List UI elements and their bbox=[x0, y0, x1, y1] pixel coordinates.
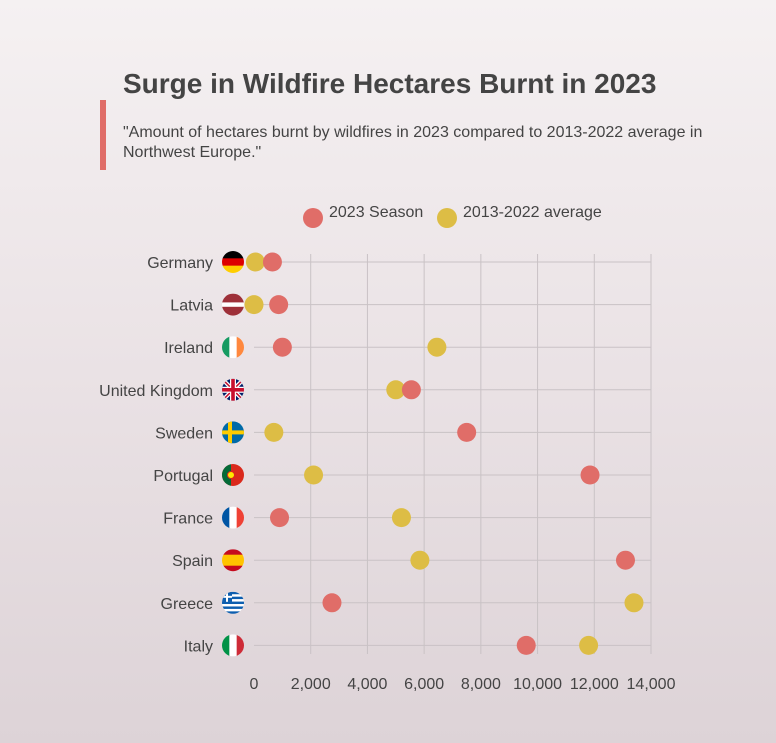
x-tick-label: 12,000 bbox=[570, 676, 619, 693]
x-tick-label: 14,000 bbox=[627, 676, 676, 693]
x-tick-label: 8,000 bbox=[461, 676, 501, 693]
point-average bbox=[391, 508, 411, 528]
germany-flag-icon bbox=[222, 251, 244, 273]
point-2023-season bbox=[269, 295, 289, 315]
country-label: Ireland bbox=[164, 340, 213, 357]
italy-flag-icon bbox=[222, 634, 244, 657]
subtitle-accent-bar bbox=[100, 100, 106, 170]
x-axis: 0 2,000 4,000 6,000 8,000 10,000 12,000 14,000 bbox=[250, 676, 676, 693]
country-label: Greece bbox=[161, 596, 214, 613]
spain-flag-icon bbox=[222, 549, 244, 572]
point-2023-season bbox=[516, 635, 536, 655]
legend: 2023 Season 2013-2022 average bbox=[0, 204, 776, 234]
data-points bbox=[244, 252, 644, 655]
point-average bbox=[624, 593, 644, 613]
legend-marker-2023-season bbox=[303, 208, 323, 228]
point-2023-season bbox=[615, 550, 635, 570]
point-2023-season bbox=[457, 422, 477, 442]
legend-label-2023-season: 2023 Season bbox=[329, 204, 424, 221]
country-label: Spain bbox=[172, 553, 213, 570]
country-label: Portugal bbox=[153, 468, 213, 485]
country-label: Germany bbox=[147, 255, 213, 272]
point-average bbox=[264, 422, 284, 442]
legend-label-average: 2013-2022 average bbox=[463, 204, 602, 221]
point-2023-season bbox=[322, 593, 342, 613]
point-2023-season bbox=[401, 380, 421, 400]
country-label: Sweden bbox=[155, 425, 213, 442]
chart-subtitle: "Amount of hectares burnt by wildfires i… bbox=[123, 124, 703, 161]
legend-marker-average bbox=[437, 208, 457, 228]
point-average bbox=[427, 337, 447, 357]
country-label: United Kingdom bbox=[99, 383, 213, 400]
x-tick-label: 10,000 bbox=[513, 676, 562, 693]
point-average bbox=[245, 252, 265, 272]
x-tick-label: 6,000 bbox=[404, 676, 444, 693]
country-label: Italy bbox=[184, 638, 213, 655]
legend-item-2023-season[interactable]: 2023 Season bbox=[303, 204, 423, 228]
country-label: France bbox=[163, 511, 213, 528]
y-axis: Germany Latvia Ireland United Kingdom Sweden… bbox=[99, 255, 213, 655]
point-average bbox=[386, 380, 406, 400]
country-label: Latvia bbox=[170, 298, 213, 315]
greece-flag-icon bbox=[222, 591, 244, 614]
point-2023-season bbox=[580, 465, 600, 485]
ireland-flag-icon bbox=[222, 336, 244, 359]
flags bbox=[222, 251, 244, 657]
latvia-flag-icon bbox=[222, 293, 244, 316]
point-2023-season bbox=[270, 508, 290, 528]
sweden-flag-icon bbox=[222, 421, 244, 444]
france-flag-icon bbox=[222, 506, 244, 529]
point-average bbox=[410, 550, 430, 570]
point-average bbox=[244, 295, 264, 315]
portugal-flag-icon bbox=[222, 464, 244, 486]
uk-flag-icon bbox=[222, 378, 244, 401]
x-tick-label: 0 bbox=[250, 676, 259, 693]
point-average bbox=[579, 635, 599, 655]
point-2023-season bbox=[262, 252, 282, 272]
x-tick-label: 4,000 bbox=[347, 676, 387, 693]
chart-title: Surge in Wildfire Hectares Burnt in 2023 bbox=[123, 68, 657, 99]
x-tick-label: 2,000 bbox=[291, 676, 331, 693]
legend-item-average[interactable]: 2013-2022 average bbox=[437, 204, 602, 228]
point-2023-season bbox=[272, 337, 292, 357]
grid bbox=[254, 254, 652, 654]
point-average bbox=[304, 465, 324, 485]
